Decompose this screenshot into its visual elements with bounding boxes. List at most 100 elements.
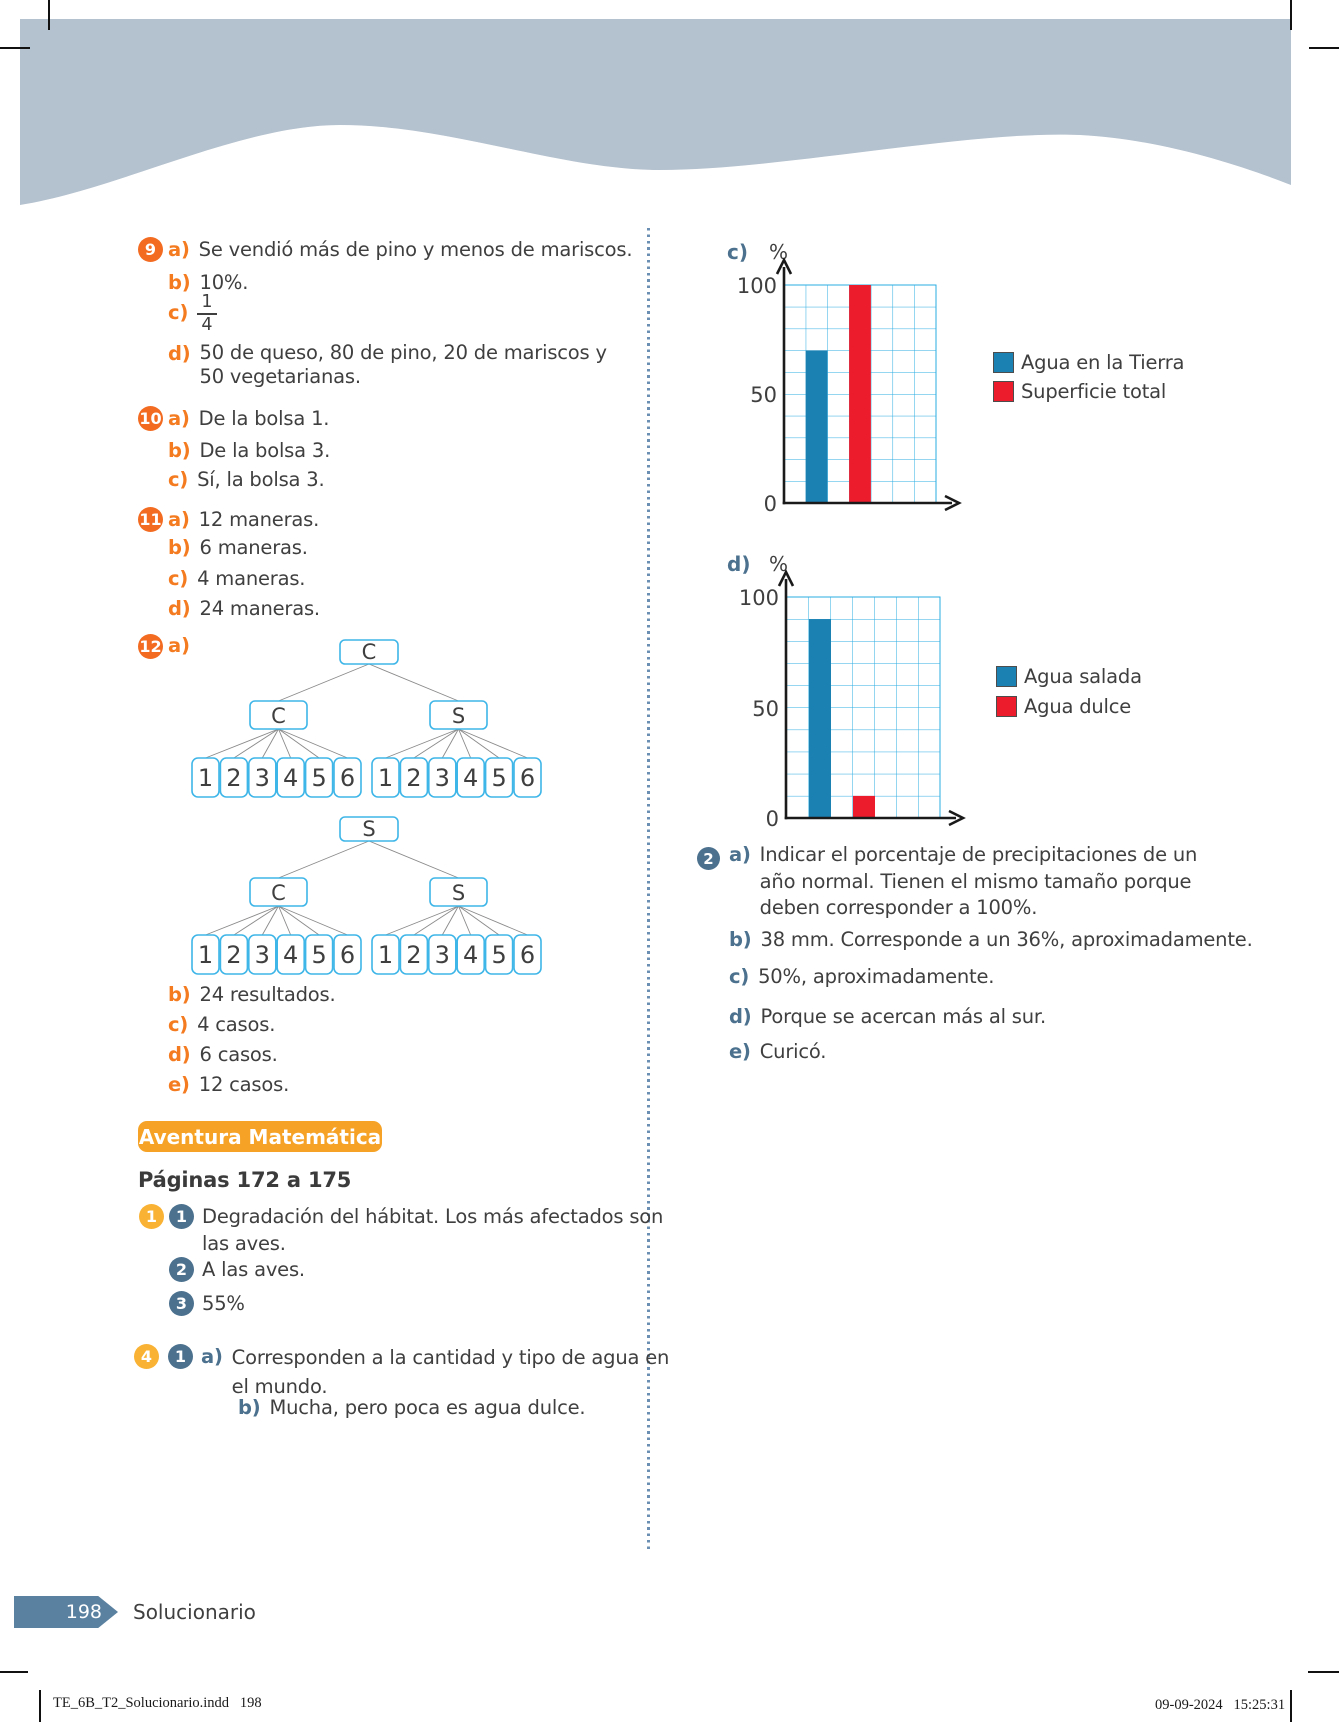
answer-text: 24 maneras. (199, 597, 320, 620)
svg-text:4: 4 (283, 764, 298, 792)
crop-mark (1308, 1671, 1339, 1673)
svg-text:3: 3 (255, 941, 270, 969)
answer-row-2e: e) Curicó. (729, 1039, 826, 1065)
tree-node-boxes (191, 639, 542, 975)
svg-text:1: 1 (378, 764, 393, 792)
header-wave (20, 19, 1291, 205)
tree-node-letters: C C S S C S (271, 640, 465, 905)
block-4-sub-1-number: 1 (168, 1344, 193, 1369)
legend-agua-en-la-tierra: Agua en la Tierra (993, 351, 1185, 374)
answer-text: 50%, aproximadamente. (758, 965, 995, 988)
aventura-matematica-banner: Aventura Matemática (138, 1121, 382, 1152)
svg-text:5: 5 (311, 941, 326, 969)
chart-y-ticks: 100 50 0 (737, 274, 777, 516)
answer-row-10c: c) Sí, la bolsa 3. (168, 467, 325, 493)
svg-text:4: 4 (463, 764, 478, 792)
answer-row-2d: d) Porque se acercan más al sur. (729, 1004, 1046, 1030)
answer-text: 24 resultados. (199, 983, 336, 1006)
answer-text: 12 casos. (198, 1073, 290, 1096)
item-10-number: 10 (138, 406, 163, 431)
item-number-text: 1 (174, 1347, 187, 1366)
block-1-number: 1 (139, 1204, 164, 1229)
answer-label: b) (729, 928, 752, 951)
answer-row-block1-3: 55% (202, 1291, 245, 1317)
svg-text:4: 4 (283, 941, 298, 969)
svg-text:50: 50 (752, 697, 779, 721)
crop-mark (0, 47, 30, 49)
chart-axes (777, 569, 966, 827)
svg-text:2: 2 (406, 764, 421, 792)
answer-text: Corresponden a la cantidad y tipo de agu… (231, 1346, 670, 1398)
item-12-number: 12 (138, 634, 163, 659)
item-number-text: 12 (139, 637, 162, 656)
answer-text: Curicó. (759, 1040, 827, 1063)
answer-text: 38 mm. Corresponde a un 36%, aproximadam… (760, 928, 1253, 951)
crop-mark (1290, 0, 1292, 30)
column-divider (647, 228, 650, 1550)
answer-label: a) (201, 1345, 223, 1368)
item-number-text: 2 (175, 1260, 188, 1279)
page-number-tab: 198 (14, 1596, 118, 1628)
answer-row-12b: b) 24 resultados. (168, 982, 336, 1008)
svg-text:S: S (362, 817, 375, 841)
block-4-number: 4 (134, 1344, 159, 1369)
answer-label: c) (168, 468, 189, 491)
svg-text:5: 5 (311, 764, 326, 792)
svg-text:1: 1 (198, 764, 213, 792)
item-number-text: 2 (703, 849, 714, 868)
answer-text: Porque se acercan más al sur. (760, 1005, 1046, 1028)
answer-label: c) (168, 301, 189, 324)
tree-leaf-numbers: 1 2 3 4 5 6 1 2 3 4 5 6 1 2 3 4 5 6 1 2 … (198, 764, 535, 969)
item-number-text: 1 (175, 1207, 188, 1226)
svg-text:0: 0 (766, 807, 779, 831)
item-number-text: 1 (145, 1207, 158, 1226)
answer-text: 10%. (199, 271, 249, 294)
svg-text:2: 2 (226, 941, 241, 969)
answer-text: Sí, la bolsa 3. (197, 468, 325, 491)
answer-text: 55% (202, 1292, 245, 1315)
answer-label: a) (168, 238, 190, 261)
svg-text:5: 5 (491, 764, 506, 792)
answer-label: d) (168, 342, 191, 365)
svg-text:6: 6 (520, 941, 535, 969)
answer-text: De la bolsa 3. (199, 439, 331, 462)
answer-label: c) (168, 1013, 189, 1036)
svg-text:C: C (271, 881, 286, 905)
answer-text: Mucha, pero poca es agua dulce. (269, 1396, 586, 1419)
item-9-number: 9 (138, 237, 163, 262)
chart-d-label: d) (727, 552, 751, 576)
answer-label: a) (168, 634, 191, 657)
answer-text: 6 maneras. (199, 536, 308, 559)
legend-swatch-red (993, 381, 1014, 402)
svg-text:1: 1 (198, 941, 213, 969)
legend-label: Agua dulce (1024, 695, 1132, 718)
y-axis-arrow (777, 569, 795, 587)
svg-text:1: 1 (378, 941, 393, 969)
svg-text:C: C (362, 640, 377, 664)
answer-text: A las aves. (202, 1258, 305, 1281)
answer-text: 12 maneras. (198, 508, 320, 531)
answer-text: 4 maneras. (197, 567, 306, 590)
answer-row-12e: e) 12 casos. (168, 1072, 289, 1098)
legend-agua-salada: Agua salada (996, 665, 1142, 688)
print-file-info: TE_6B_T2_Solucionario.indd 198 (53, 1695, 262, 1711)
chart-c-label: c) (727, 240, 748, 264)
crop-mark (48, 0, 50, 30)
answer-row-9b: b) 10%. (168, 270, 248, 296)
svg-text:50: 50 (750, 383, 777, 407)
answer-row-2a: a) Indicar el porcentaje de precipitacio… (729, 842, 1197, 922)
answer-row-12c: c) 4 casos. (168, 1012, 275, 1038)
answer-text: Se vendió más de pino y menos de marisco… (198, 238, 633, 261)
legend-swatch-red (996, 696, 1017, 717)
fraction-bar (197, 313, 217, 315)
answer-label: b) (168, 983, 191, 1006)
answer-label: a) (168, 508, 190, 531)
chart-axes (775, 257, 962, 512)
answer-row-block1-1: Degradación del hábitat. Los más afectad… (202, 1204, 663, 1257)
svg-text:4: 4 (463, 941, 478, 969)
block-1-sub-3-number: 3 (169, 1291, 194, 1316)
bar-agua-dulce (853, 795, 875, 818)
answer-row-4a: a) Corresponden a la cantidad y tipo de … (201, 1344, 669, 1401)
bar-agua-en-la-tierra (805, 350, 828, 503)
